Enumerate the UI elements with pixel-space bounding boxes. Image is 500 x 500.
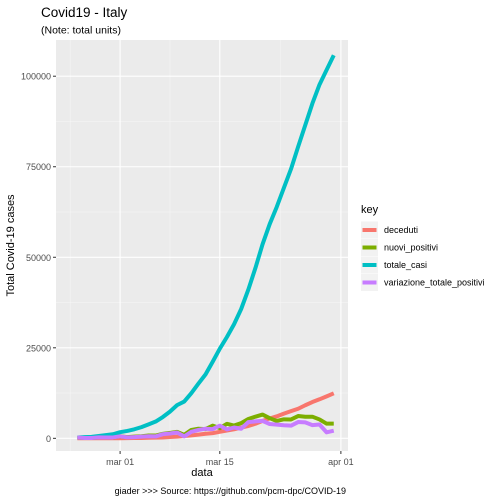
y-axis-title: Total Covid-19 cases [5, 194, 17, 297]
legend-label: totale_casi [384, 260, 427, 270]
y-tick-label: 75000 [26, 162, 51, 172]
chart-subtitle: (Note: total units) [41, 25, 121, 37]
y-tick-label: 50000 [26, 253, 51, 263]
x-axis: mar 01 mar 15 apr 01 [106, 451, 354, 467]
x-tick-label: apr 01 [328, 457, 354, 467]
legend: deceduti nuovi_positivi totale_casivariazi… [361, 221, 485, 291]
y-tick-label: 100000 [21, 72, 51, 82]
major-gridlines [56, 40, 348, 451]
series-line-totale-casi [77, 54, 336, 440]
legend-title: key [361, 204, 379, 216]
chart-caption: giader >>> Source: https://github.com/pc… [115, 486, 346, 496]
chart-title: Covid19 - Italy [41, 5, 128, 20]
legend-label: deceduti [384, 225, 418, 235]
series-lines [77, 54, 336, 441]
y-tick-label: 0 [46, 434, 51, 444]
series-line-variazione-totale-positivi [77, 418, 335, 441]
legend-label: variazione_totale_positivi [384, 278, 485, 288]
y-tick-label: 25000 [26, 343, 51, 353]
plot-panel [56, 40, 348, 451]
x-tick-label: mar 01 [106, 457, 134, 467]
minor-gridlines [56, 40, 348, 451]
legend-label: nuovi_positivi [384, 243, 438, 253]
x-axis-title: data [191, 467, 213, 479]
y-axis: 0 25000 50000 75000 100000 [21, 72, 56, 444]
x-tick-label: mar 15 [206, 457, 234, 467]
